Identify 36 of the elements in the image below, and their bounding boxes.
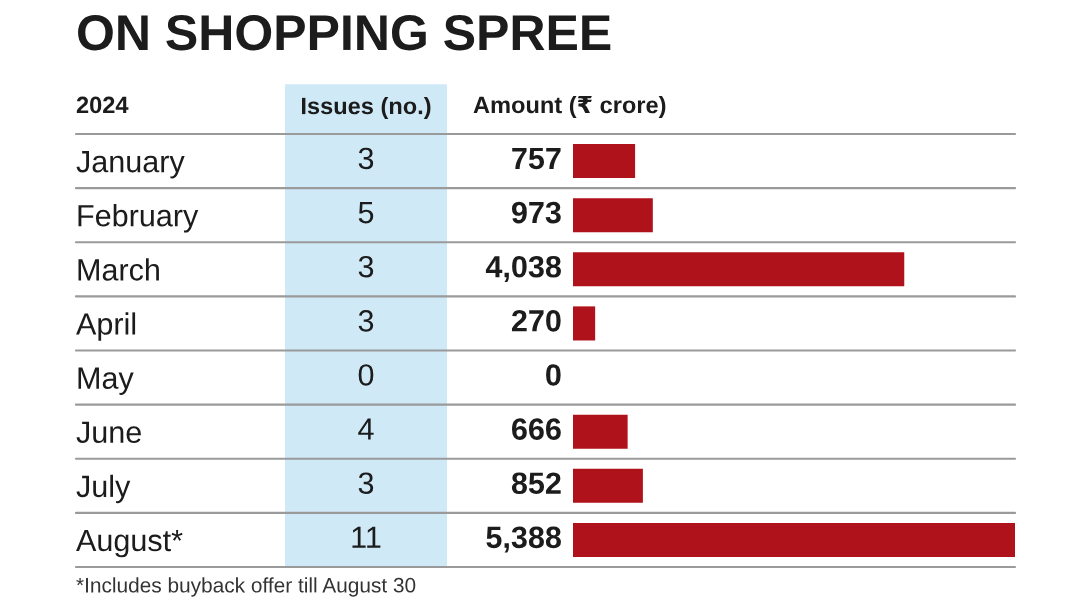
data-label: 0 [546,364,561,386]
data-label: 3 [358,255,374,278]
data-label: 973 [511,201,561,224]
data-label: 0 [358,364,374,386]
data-label: 270 [511,310,561,332]
data-label: 5 [358,202,374,224]
y-axis-title: 2024 [76,96,129,114]
chart-title: ON SHOPPING SPREE [78,15,611,51]
text: *Includes buyback offer till August 30 [76,577,416,597]
data-label: 4 [358,418,374,440]
data-label: 666 [512,418,561,440]
y-tick-label: February [78,204,199,233]
data-label: 757 [512,147,561,170]
data-label: 5,388 [486,526,561,553]
series-label: Amount (₹ crore) [473,95,666,118]
bar [573,144,636,179]
data-label: 4,038 [485,255,561,282]
data-label: 852 [511,472,561,495]
bar [573,252,905,287]
bar [573,198,653,233]
y-tick-label: March [78,258,159,281]
y-tick-label: January [76,151,185,179]
x-tick-label: Issues (no.) [301,97,431,120]
bar [573,522,1015,557]
data-label: 3 [358,472,374,495]
data-label: 11 [352,526,381,548]
data-label: 3 [358,310,374,332]
bar [573,414,628,449]
y-tick-label: July [76,474,131,504]
bar [573,306,596,341]
data-label: 3 [358,147,374,170]
y-tick-label: May [78,367,134,395]
bar [573,468,643,503]
y-tick-label: April [76,312,136,341]
y-tick-label: August* [76,529,183,558]
y-tick-label: June [76,421,141,444]
